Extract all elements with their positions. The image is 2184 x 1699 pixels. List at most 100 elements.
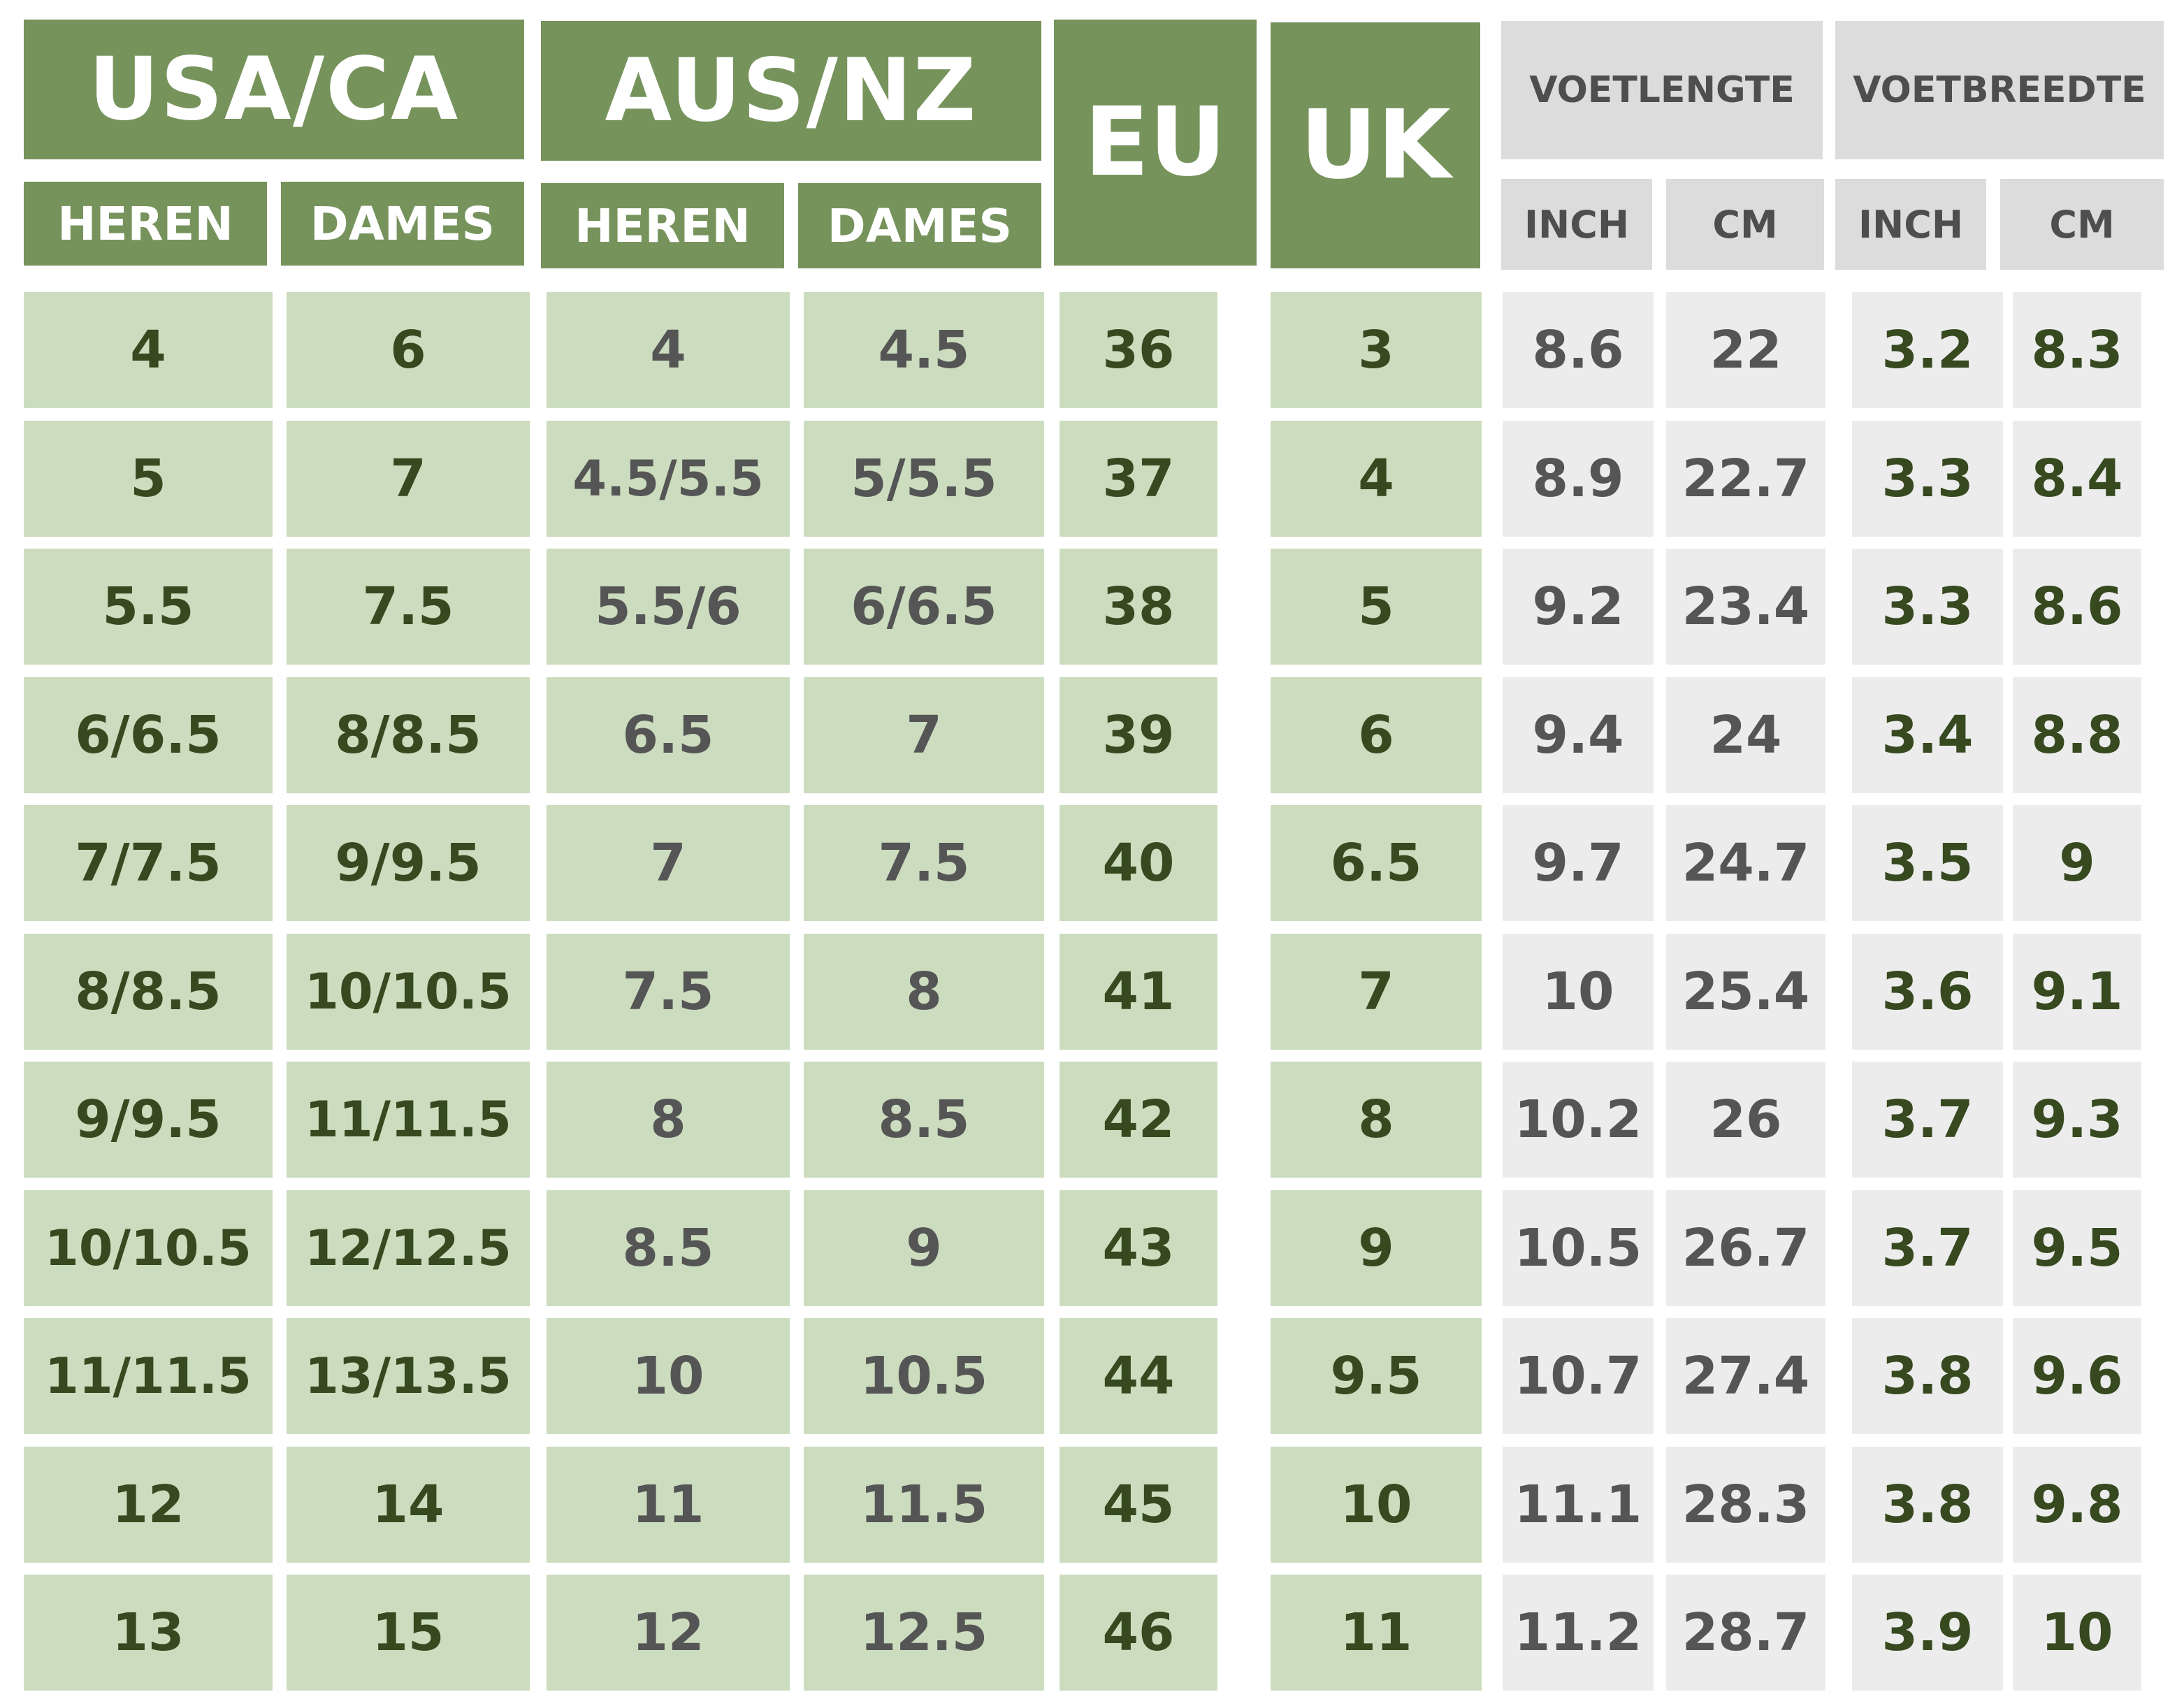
cell-eu: 36 — [1060, 292, 1217, 408]
cell-wid-inch: 3.9 — [1852, 1575, 2003, 1691]
cell-eu: 45 — [1060, 1447, 1217, 1563]
cell-usa-heren: 11/11.5 — [24, 1318, 273, 1434]
cell-aus-dames: 8 — [804, 934, 1044, 1050]
cell-usa-dames: 12/12.5 — [287, 1190, 530, 1306]
cell-usa-dames: 8/8.5 — [287, 677, 530, 793]
cell-wid-inch: 3.4 — [1852, 677, 2003, 793]
cell-aus-dames: 6/6.5 — [804, 549, 1044, 665]
cell-len-inch: 10.7 — [1503, 1318, 1654, 1434]
header-uk: UK — [1271, 22, 1480, 268]
header-voetbreedte: VOETBREEDTE — [1835, 21, 2164, 159]
cell-usa-dames: 6 — [287, 292, 530, 408]
cell-usa-dames: 10/10.5 — [287, 934, 530, 1050]
cell-aus-heren: 11 — [547, 1447, 790, 1563]
cell-len-cm: 24.7 — [1666, 805, 1825, 921]
cell-wid-inch: 3.5 — [1852, 805, 2003, 921]
cell-aus-heren: 5.5/6 — [547, 549, 790, 665]
header-aus-heren: HEREN — [541, 183, 784, 268]
cell-eu: 40 — [1060, 805, 1217, 921]
cell-aus-heren: 8.5 — [547, 1190, 790, 1306]
cell-len-cm: 25.4 — [1666, 934, 1825, 1050]
cell-len-inch: 8.9 — [1503, 421, 1654, 537]
cell-wid-inch: 3.8 — [1852, 1318, 2003, 1434]
header-usa-dames: DAMES — [281, 182, 524, 266]
cell-wid-inch: 3.7 — [1852, 1190, 2003, 1306]
cell-len-inch: 10.5 — [1503, 1190, 1654, 1306]
cell-len-inch: 11.1 — [1503, 1447, 1654, 1563]
cell-aus-dames: 10.5 — [804, 1318, 1044, 1434]
header-eu: EU — [1054, 20, 1257, 266]
cell-usa-heren: 13 — [24, 1575, 273, 1691]
header-aus-dames: DAMES — [798, 183, 1041, 268]
cell-wid-cm: 8.6 — [2013, 549, 2141, 665]
cell-aus-heren: 4 — [547, 292, 790, 408]
header-voetlengte: VOETLENGTE — [1501, 21, 1823, 159]
cell-usa-heren: 12 — [24, 1447, 273, 1563]
cell-aus-dames: 5/5.5 — [804, 421, 1044, 537]
cell-uk: 11 — [1271, 1575, 1482, 1691]
header-width-inch: INCH — [1835, 179, 1986, 270]
cell-wid-inch: 3.6 — [1852, 934, 2003, 1050]
cell-eu: 43 — [1060, 1190, 1217, 1306]
header-usa-ca: USA/CA — [24, 20, 524, 159]
cell-uk: 4 — [1271, 421, 1482, 537]
cell-len-cm: 28.7 — [1666, 1575, 1825, 1691]
cell-wid-inch: 3.8 — [1852, 1447, 2003, 1563]
cell-len-cm: 27.4 — [1666, 1318, 1825, 1434]
cell-len-cm: 23.4 — [1666, 549, 1825, 665]
cell-usa-dames: 11/11.5 — [287, 1062, 530, 1178]
cell-len-cm: 24 — [1666, 677, 1825, 793]
cell-len-inch: 8.6 — [1503, 292, 1654, 408]
cell-len-cm: 26.7 — [1666, 1190, 1825, 1306]
cell-wid-cm: 10 — [2013, 1575, 2141, 1691]
header-aus-nz: AUS/NZ — [541, 21, 1041, 161]
cell-usa-heren: 6/6.5 — [24, 677, 273, 793]
cell-wid-inch: 3.3 — [1852, 549, 2003, 665]
cell-usa-dames: 7.5 — [287, 549, 530, 665]
cell-aus-heren: 8 — [547, 1062, 790, 1178]
cell-aus-dames: 7 — [804, 677, 1044, 793]
cell-usa-heren: 5 — [24, 421, 273, 537]
cell-uk: 5 — [1271, 549, 1482, 665]
cell-len-inch: 9.4 — [1503, 677, 1654, 793]
cell-len-cm: 28.3 — [1666, 1447, 1825, 1563]
cell-eu: 46 — [1060, 1575, 1217, 1691]
cell-len-cm: 22.7 — [1666, 421, 1825, 537]
cell-usa-dames: 13/13.5 — [287, 1318, 530, 1434]
cell-wid-cm: 9.3 — [2013, 1062, 2141, 1178]
cell-eu: 42 — [1060, 1062, 1217, 1178]
cell-usa-dames: 9/9.5 — [287, 805, 530, 921]
cell-aus-dames: 12.5 — [804, 1575, 1044, 1691]
cell-len-inch: 10.2 — [1503, 1062, 1654, 1178]
cell-usa-heren: 4 — [24, 292, 273, 408]
cell-eu: 37 — [1060, 421, 1217, 537]
cell-uk: 10 — [1271, 1447, 1482, 1563]
header-length-inch: INCH — [1501, 179, 1652, 270]
header-width-cm: CM — [2000, 179, 2164, 270]
cell-wid-cm: 9.6 — [2013, 1318, 2141, 1434]
cell-wid-cm: 9.8 — [2013, 1447, 2141, 1563]
cell-aus-dames: 7.5 — [804, 805, 1044, 921]
cell-uk: 7 — [1271, 934, 1482, 1050]
cell-wid-cm: 8.8 — [2013, 677, 2141, 793]
cell-wid-cm: 9 — [2013, 805, 2141, 921]
cell-aus-dames: 9 — [804, 1190, 1044, 1306]
cell-len-inch: 9.2 — [1503, 549, 1654, 665]
cell-uk: 6 — [1271, 677, 1482, 793]
cell-usa-heren: 10/10.5 — [24, 1190, 273, 1306]
cell-len-inch: 9.7 — [1503, 805, 1654, 921]
cell-eu: 39 — [1060, 677, 1217, 793]
cell-usa-dames: 15 — [287, 1575, 530, 1691]
cell-aus-heren: 6.5 — [547, 677, 790, 793]
cell-usa-dames: 7 — [287, 421, 530, 537]
cell-wid-inch: 3.2 — [1852, 292, 2003, 408]
cell-wid-inch: 3.3 — [1852, 421, 2003, 537]
cell-eu: 41 — [1060, 934, 1217, 1050]
cell-uk: 3 — [1271, 292, 1482, 408]
cell-aus-heren: 4.5/5.5 — [547, 421, 790, 537]
cell-aus-heren: 10 — [547, 1318, 790, 1434]
cell-uk: 9 — [1271, 1190, 1482, 1306]
cell-uk: 8 — [1271, 1062, 1482, 1178]
cell-aus-heren: 7.5 — [547, 934, 790, 1050]
cell-aus-heren: 7 — [547, 805, 790, 921]
